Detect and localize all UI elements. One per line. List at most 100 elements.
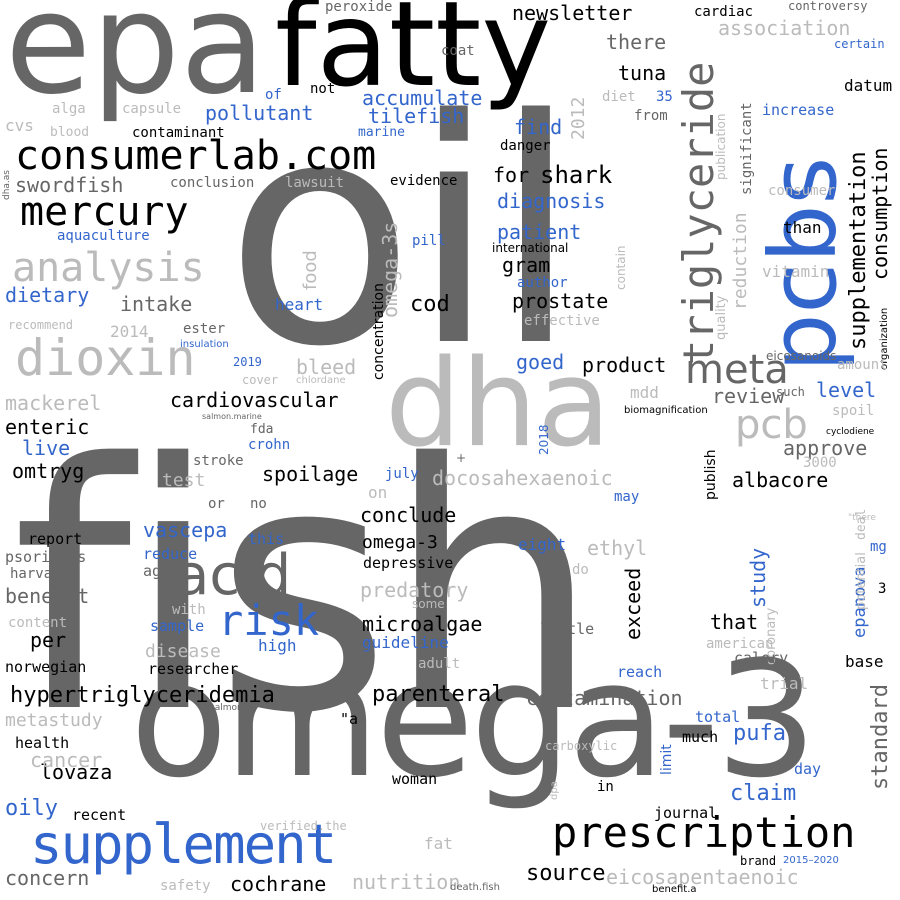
word-increase: increase	[762, 101, 835, 119]
word-marine: marine	[358, 125, 405, 140]
word-aquaculture: aquaculture	[57, 228, 150, 244]
word-cancer: cancer	[30, 748, 103, 772]
word-omega-3-small: omega-3	[362, 532, 438, 553]
word-concentration: concentration	[371, 283, 387, 380]
word-reach: reach	[617, 663, 663, 681]
word-adult: adult	[418, 656, 461, 672]
word-mercury: mercury	[20, 189, 189, 235]
word-psoriasis: psoriasis	[5, 548, 87, 566]
word-age: age	[143, 562, 171, 580]
word-contaminant: contaminant	[132, 125, 225, 141]
word-day: day	[794, 760, 822, 778]
word-per: per	[30, 628, 67, 652]
word-mg: mg	[870, 539, 887, 555]
word-standard: standard	[868, 684, 893, 790]
word-fat: fat	[424, 834, 453, 853]
word-from: from	[634, 108, 668, 124]
word-base: base	[845, 652, 884, 671]
word-researcher: researcher	[148, 660, 239, 678]
word-chlordane: chlordane	[296, 375, 346, 386]
word-2015-2020: 2015–2020	[783, 855, 839, 866]
word-journal: journal	[654, 804, 718, 822]
word-albacore: albacore	[732, 468, 829, 492]
word-nutrition: nutrition	[352, 870, 461, 894]
word-supplementation: supplementation	[846, 151, 871, 350]
word-verified-the: verified.the	[260, 819, 347, 833]
word-may: may	[614, 489, 640, 505]
word-dha-as: dha.as	[2, 170, 12, 200]
word-danger: danger	[500, 138, 551, 154]
word-contain: contain	[614, 245, 628, 290]
word-analysis: analysis	[12, 245, 205, 291]
word-pufa: pufa	[733, 721, 786, 746]
word-level: level	[816, 378, 877, 402]
word-recommend: recommend	[8, 318, 74, 332]
word-patient: patient	[497, 220, 582, 244]
word-disease: disease	[145, 641, 221, 662]
word-metastudy: metastudy	[5, 710, 103, 731]
word-or: or	[208, 496, 225, 512]
word-vitamin: vitamin	[762, 262, 830, 281]
word-consumption: consumption	[868, 147, 892, 280]
word-woman: woman	[392, 770, 438, 788]
word-coat: coat	[441, 43, 475, 59]
word-insulation: insulation	[180, 339, 229, 350]
word-high: high	[258, 636, 297, 655]
word-effective: effective	[524, 313, 600, 329]
word-supplement: supplement	[30, 813, 337, 876]
word-bleed: bleed	[296, 355, 357, 379]
word-plus: +	[456, 451, 467, 465]
word-such: such	[776, 385, 805, 399]
word-3000: 3000	[803, 455, 837, 471]
word-approve: approve	[783, 436, 868, 460]
word-in: in	[597, 779, 614, 795]
word-trial: trial	[760, 674, 809, 693]
word-3: 3	[878, 581, 887, 597]
word-reduce: reduce	[143, 545, 198, 563]
word-intake: intake	[120, 292, 193, 316]
word-peroxide: peroxide	[325, 0, 393, 15]
word-source: source	[526, 861, 606, 886]
word-biomagnification: biomagnification	[624, 405, 708, 416]
word-than: than	[783, 218, 822, 237]
word-eicosapentaenoic: eicosapentaenoic	[606, 865, 799, 889]
word-safety: safety	[160, 878, 211, 894]
word-death-fish: death.fish	[450, 882, 500, 893]
word-quote-a: "a	[340, 710, 359, 728]
word-cardiac: cardiac	[694, 4, 754, 20]
word-crohn: crohn	[248, 437, 291, 453]
word-carboxylic: carboxylic	[545, 739, 618, 753]
word-live: live	[22, 436, 71, 460]
word-docosahexaenoic: docosahexaenoic	[432, 466, 613, 490]
word-claim: claim	[730, 781, 797, 806]
word-exceed: exceed	[621, 567, 645, 640]
word-pill: pill	[412, 233, 446, 249]
word-review: review	[712, 384, 785, 408]
word-prescription: prescription	[552, 808, 856, 857]
word-cardiovascular: cardiovascular	[170, 388, 339, 412]
word-july: july	[385, 466, 419, 482]
word-cod: cod	[410, 292, 450, 317]
word-alga: alga	[52, 101, 86, 117]
word-limit: limit	[659, 744, 675, 775]
word-controversy: controversy	[788, 0, 868, 13]
word-heart: heart	[275, 295, 324, 314]
word-this: this	[248, 530, 285, 548]
word-calory: calory	[734, 649, 789, 667]
word-tuna: tuna	[618, 61, 667, 85]
word-pcb: pcb	[735, 402, 808, 448]
word-sample: sample	[150, 617, 205, 635]
word-35: 35	[656, 89, 673, 105]
word-significant: significant	[739, 102, 755, 195]
word-harvard: harvard	[10, 566, 70, 582]
word-lovaza: lovaza	[40, 760, 113, 784]
word-quality: quality	[714, 295, 729, 340]
word-depressive: depressive	[363, 554, 454, 572]
word-not: not	[310, 81, 336, 97]
word-shark: shark	[540, 161, 613, 189]
word-spoil: spoil	[832, 403, 875, 419]
word-evidence: evidence	[390, 173, 458, 189]
word-publication: publication	[714, 113, 728, 180]
word-eicosanoids: eicosanoids	[766, 349, 837, 363]
word-norwegian: norwegian	[5, 658, 87, 676]
